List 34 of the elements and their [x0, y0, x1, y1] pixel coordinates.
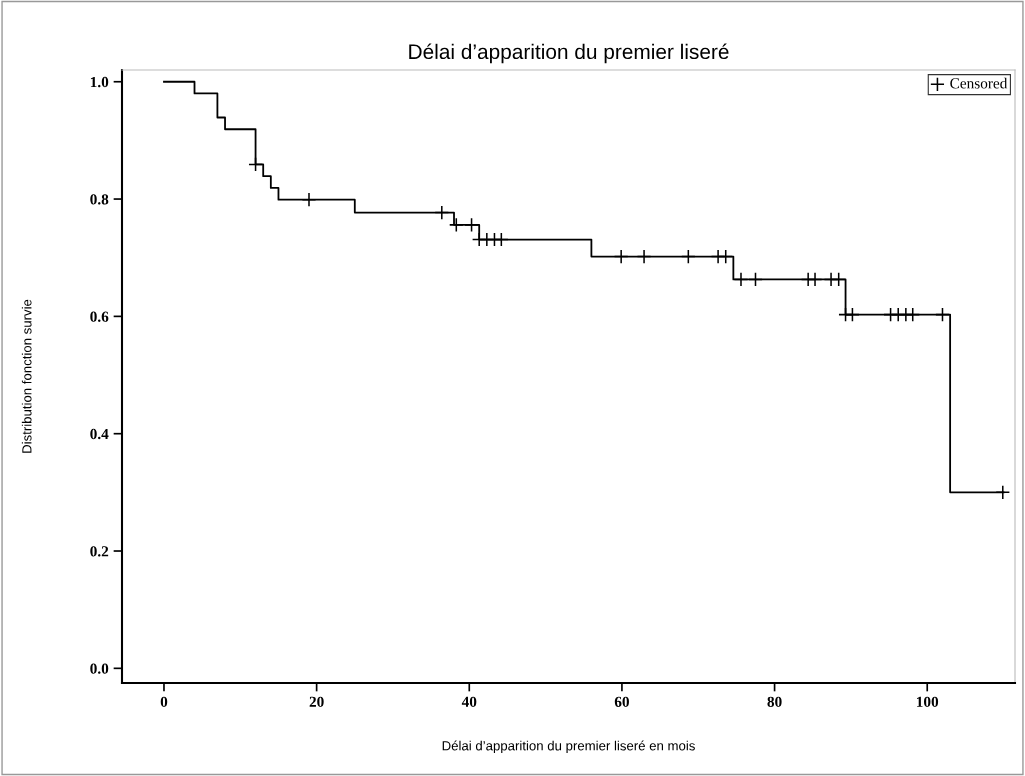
point: [464, 217, 479, 233]
y-tick-label: 0.8: [90, 194, 109, 205]
x-tick-label: 40: [461, 696, 477, 707]
point: [831, 272, 847, 287]
y-axis-title: Distribution fonction survie: [21, 299, 32, 453]
x-axis-title: Délai d’apparition du premier liseré en mois: [442, 740, 695, 754]
point: [248, 157, 263, 172]
point: [995, 485, 1011, 500]
point: [636, 249, 652, 264]
point: [613, 249, 629, 264]
point: [680, 249, 696, 264]
point: [905, 307, 921, 322]
legend-label: Censored: [950, 77, 1008, 89]
point: [845, 307, 860, 322]
point: [448, 217, 464, 233]
point: [718, 249, 734, 264]
point: [733, 272, 749, 287]
x-tick-label: 100: [916, 696, 939, 707]
point: [493, 232, 509, 247]
point: [301, 192, 317, 207]
x-tick-label: 20: [309, 696, 324, 707]
x-tick-label: 60: [614, 696, 629, 707]
y-tick-label: 0.6: [90, 311, 109, 322]
point: [434, 205, 450, 220]
x-tick-label: 80: [767, 696, 782, 707]
chart-title: Délai d’apparition du premier liseré: [409, 43, 729, 64]
y-tick-label: 0.4: [90, 428, 109, 440]
y-tick-label: 1.0: [90, 76, 109, 88]
y-tick-label: 0.2: [90, 546, 109, 557]
point: [935, 307, 950, 322]
point: [807, 272, 823, 287]
point: [748, 272, 763, 287]
y-tick-label: 0.0: [90, 663, 109, 674]
x-tick-label: 0: [160, 696, 168, 707]
